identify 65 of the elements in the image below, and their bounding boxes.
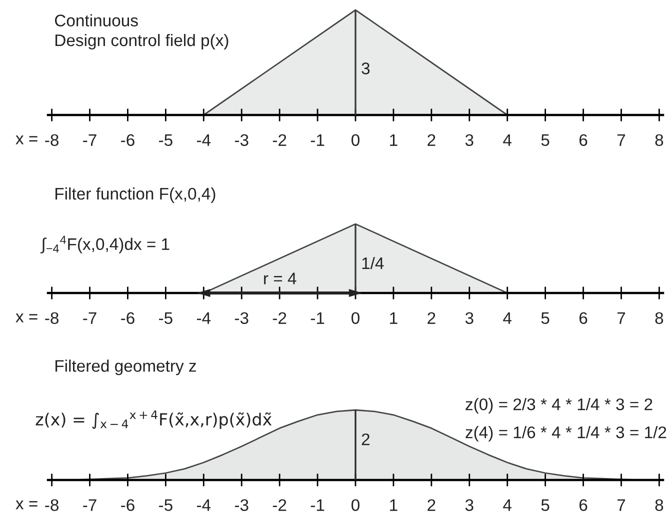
- x-tick-label: 6: [579, 134, 588, 146]
- x-tick-label: -1: [310, 499, 324, 511]
- x-tick-label: 8: [655, 312, 664, 324]
- x-tick-label: 7: [617, 134, 626, 146]
- x-tick-label: 4: [503, 312, 512, 324]
- x-tick-label: -8: [45, 312, 58, 324]
- annotation: z(0) = 2/3 * 4 * 1/4 * 3 = 2: [466, 398, 652, 414]
- x-tick-label: -4: [196, 134, 211, 146]
- x-tick-label: -7: [83, 312, 96, 324]
- x-tick-label: 1: [390, 499, 398, 511]
- x-tick-label: 2: [428, 312, 436, 324]
- text: Continuous Design control field p(x): [54, 14, 228, 50]
- x-tick-label: -1: [310, 312, 324, 324]
- x-tick-label: -8: [45, 134, 58, 146]
- x-tick-label: 0: [352, 499, 360, 511]
- x-tick-label: -5: [159, 499, 172, 511]
- x-tick-label: -6: [121, 312, 134, 324]
- annotation: 1/4: [362, 256, 384, 270]
- x-tick-label: 7: [617, 499, 626, 511]
- annotation: 2: [362, 433, 370, 446]
- x-axis-title: x =: [16, 500, 38, 510]
- x-tick-label: 3: [465, 499, 474, 511]
- x-tick-label: -7: [83, 134, 96, 146]
- x-tick-label: -4: [196, 312, 211, 324]
- x-tick-label: 7: [617, 312, 626, 324]
- x-tick-label: -2: [272, 499, 286, 511]
- x-tick-label: -1: [310, 134, 324, 146]
- x-tick-label: -7: [83, 499, 96, 511]
- x-tick-label: 0: [352, 134, 360, 146]
- x-tick-label: 0: [352, 312, 360, 324]
- x-tick-label: 2: [428, 134, 436, 146]
- annotation: ∫$_{−4}$$^{4}$F(x,0,4)dx = 1: [40, 236, 170, 254]
- x-tick-label: 3: [465, 134, 474, 146]
- x-axis-title: x =: [16, 314, 38, 322]
- x-tick-label: 4: [503, 134, 512, 146]
- x-tick-label: -6: [121, 134, 134, 146]
- x-tick-label: -3: [234, 134, 248, 146]
- x-tick-label: -2: [272, 312, 286, 324]
- x-tick-label: 8: [655, 134, 664, 146]
- x-axis-title: x =: [16, 136, 38, 144]
- x-tick-label: -4: [196, 499, 211, 511]
- chart-title: Filtered geometry z: [56, 360, 196, 376]
- x-tick-label: -5: [159, 134, 172, 146]
- annotation: r = 4: [264, 272, 296, 284]
- x-tick-label: 1: [390, 312, 398, 324]
- x-tick-label: -5: [159, 312, 172, 324]
- x-tick-label: -6: [121, 499, 134, 511]
- x-tick-label: 2: [428, 499, 436, 511]
- annotation: 3: [362, 62, 370, 74]
- x-tick-label: 6: [579, 312, 588, 324]
- x-tick-label: 1: [390, 134, 398, 146]
- x-tick-label: 5: [541, 312, 550, 324]
- x-tick-label: 3: [465, 312, 474, 324]
- x-tick-label: -3: [234, 312, 248, 324]
- chart-title: Filter function F(x,0,4): [56, 187, 216, 203]
- x-tick-label: 6: [579, 499, 588, 511]
- x-tick-label: 8: [655, 499, 664, 511]
- annotation: z(4) = 1/6 * 4 * 1/4 * 3 = 1/2: [466, 426, 666, 442]
- x-tick-label: 4: [503, 499, 512, 511]
- x-tick-label: -3: [234, 499, 248, 511]
- annotation: z(x) = ∫$_{x−4}$$^{x+4}$F(x̃,x,r)p(x̃)dx̃: [36, 410, 272, 429]
- x-tick-label: 5: [541, 134, 550, 146]
- x-tick-label: -8: [45, 499, 58, 511]
- x-tick-label: 5: [541, 499, 550, 511]
- x-tick-label: -2: [272, 134, 286, 146]
